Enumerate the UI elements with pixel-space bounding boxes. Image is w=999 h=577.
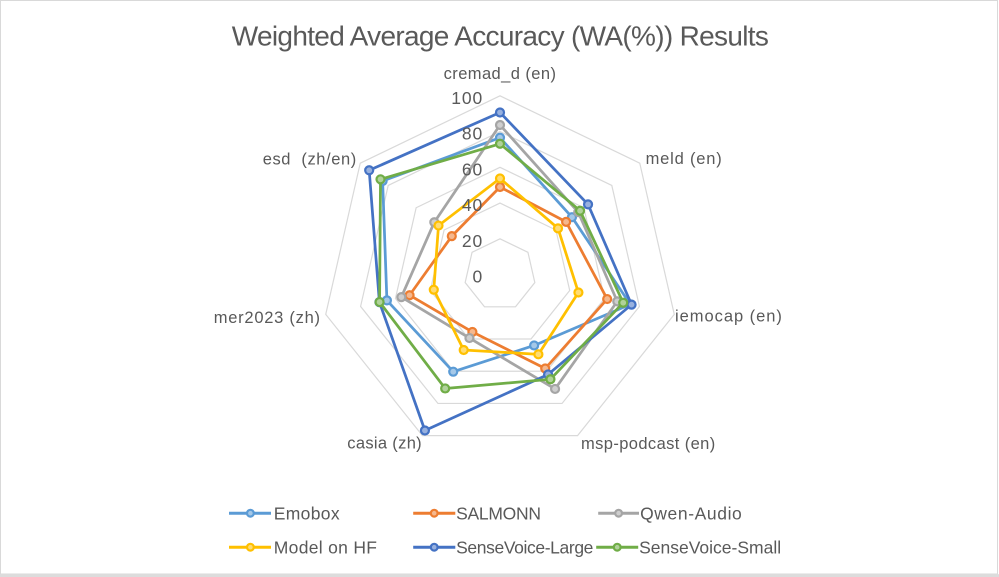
svg-text:60: 60 xyxy=(462,159,483,179)
svg-text:meld (en): meld (en) xyxy=(646,150,723,168)
svg-text:cremad_d (en): cremad_d (en) xyxy=(444,65,557,83)
svg-text:esd (zh/en): esd (zh/en) xyxy=(263,150,357,168)
svg-text:0: 0 xyxy=(473,267,484,287)
svg-text:20: 20 xyxy=(462,231,483,251)
svg-text:SALMONN: SALMONN xyxy=(456,504,541,524)
svg-text:mer2023 (zh): mer2023 (zh) xyxy=(214,309,321,327)
svg-text:Qwen-Audio: Qwen-Audio xyxy=(640,504,742,524)
svg-text:100: 100 xyxy=(451,88,483,108)
svg-text:40: 40 xyxy=(462,195,483,215)
svg-text:SenseVoice-Small: SenseVoice-Small xyxy=(639,538,781,558)
svg-text:Emobox: Emobox xyxy=(274,504,340,524)
svg-text:msp-podcast (en): msp-podcast (en) xyxy=(581,435,716,453)
svg-text:casia (zh): casia (zh) xyxy=(347,435,422,453)
svg-text:Weighted Average Accuracy (WA(: Weighted Average Accuracy (WA(%)) Result… xyxy=(232,21,768,52)
svg-text:80: 80 xyxy=(462,124,483,144)
svg-text:SenseVoice-Large: SenseVoice-Large xyxy=(456,538,593,558)
svg-text:iemocap (en): iemocap (en) xyxy=(675,308,783,326)
svg-text:Model on HF: Model on HF xyxy=(274,538,377,558)
